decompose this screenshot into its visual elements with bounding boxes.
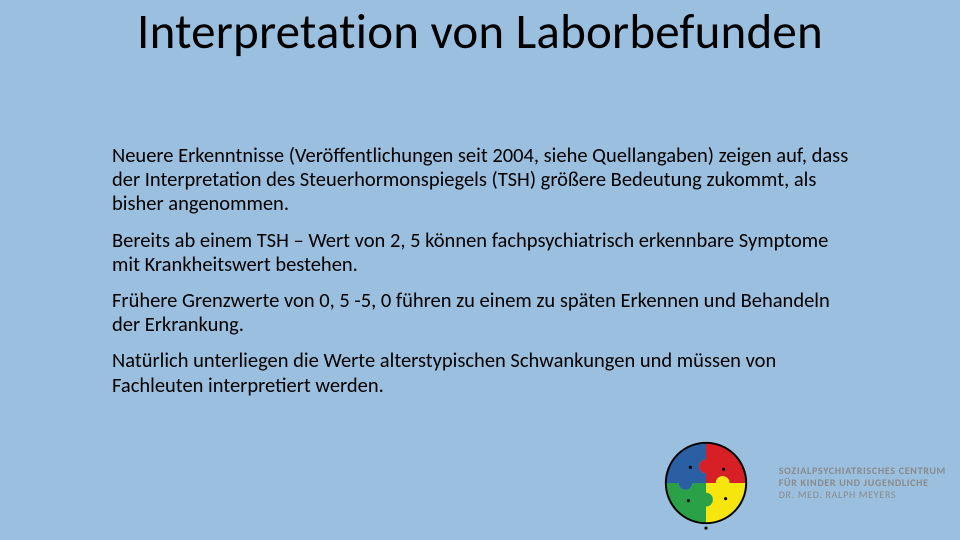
paragraph: Neuere Erkenntnisse (Veröffentlichungen … [112, 143, 852, 216]
slide-title: Interpretation von Laborbefunden [0, 6, 960, 59]
paragraph: Natürlich unterliegen die Werte altersty… [112, 348, 852, 396]
slide-body: Neuere Erkenntnisse (Veröffentlichungen … [112, 143, 852, 409]
logo-text: SOZIALPSYCHIATRISCHES CENTRUM FÜR KINDER… [779, 465, 946, 501]
logo-dot [686, 499, 689, 502]
logo-text-line3: DR. MED. RALPH MEYERS [779, 489, 946, 501]
logo-dot [722, 468, 725, 471]
slide: Interpretation von Laborbefunden Neuere … [0, 0, 960, 540]
logo-dot [704, 527, 707, 530]
puzzle-logo-icon [647, 434, 765, 532]
logo-dot [688, 466, 691, 469]
logo-dot [724, 497, 727, 500]
footer-logo: SOZIALPSYCHIATRISCHES CENTRUM FÜR KINDER… [647, 434, 946, 532]
paragraph: Bereits ab einem TSH – Wert von 2, 5 kön… [112, 228, 852, 276]
paragraph: Frühere Grenzwerte von 0, 5 -5, 0 führen… [112, 288, 852, 336]
logo-text-line2: FÜR KINDER UND JUGENDLICHE [779, 477, 946, 489]
